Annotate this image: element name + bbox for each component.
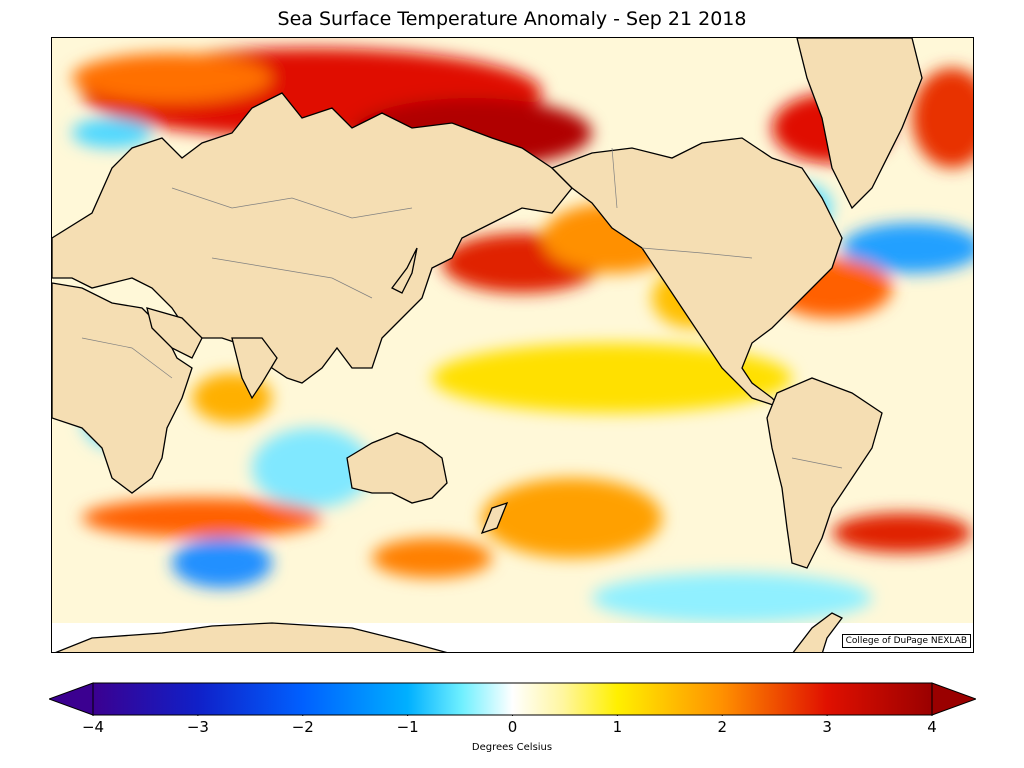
colorbar-tick-label: 0 — [507, 718, 518, 736]
landmass-japan — [391, 247, 418, 294]
colorbar-tick-label: −3 — [186, 718, 209, 736]
ocean-anomaly-field — [52, 38, 973, 652]
country-borders — [81, 147, 843, 469]
landmass-north-america — [550, 137, 843, 409]
credit-label: College of DuPage NEXLAB — [841, 634, 971, 648]
landmass-australia — [346, 432, 448, 504]
landmass-africa — [52, 282, 193, 494]
colorbar — [49, 682, 976, 716]
landmass-antarctica — [55, 622, 448, 652]
colorbar-tick-label: 4 — [927, 718, 937, 736]
colorbar-extend-low — [49, 682, 94, 716]
colorbar-tick-label: −4 — [81, 718, 105, 736]
landmass-new-zealand — [480, 501, 509, 535]
sst-anomaly-map: College of DuPage NEXLAB — [51, 37, 974, 653]
landmass-india — [231, 337, 278, 400]
landmass-antarctic-peninsula — [792, 612, 843, 652]
colorbar-tick-label: −2 — [291, 718, 314, 736]
colorbar-tick-label: −1 — [396, 718, 419, 736]
map-title: Sea Surface Temperature Anomaly - Sep 21… — [277, 8, 747, 30]
landmass-arabia — [146, 307, 203, 359]
colorbar-ticks — [92, 715, 933, 716]
colorbar-tick-label: 2 — [717, 718, 728, 736]
colorbar-tick-label: 1 — [612, 718, 623, 736]
landmass-south-america — [766, 377, 883, 569]
landmass-greenland — [796, 38, 923, 210]
colorbar-tick-label: 3 — [822, 718, 832, 736]
colorbar-extend-high — [931, 682, 976, 716]
colorbar-label: Degrees Celsius — [471, 742, 553, 753]
colorbar-gradient — [92, 682, 933, 716]
land-masses — [52, 38, 923, 652]
